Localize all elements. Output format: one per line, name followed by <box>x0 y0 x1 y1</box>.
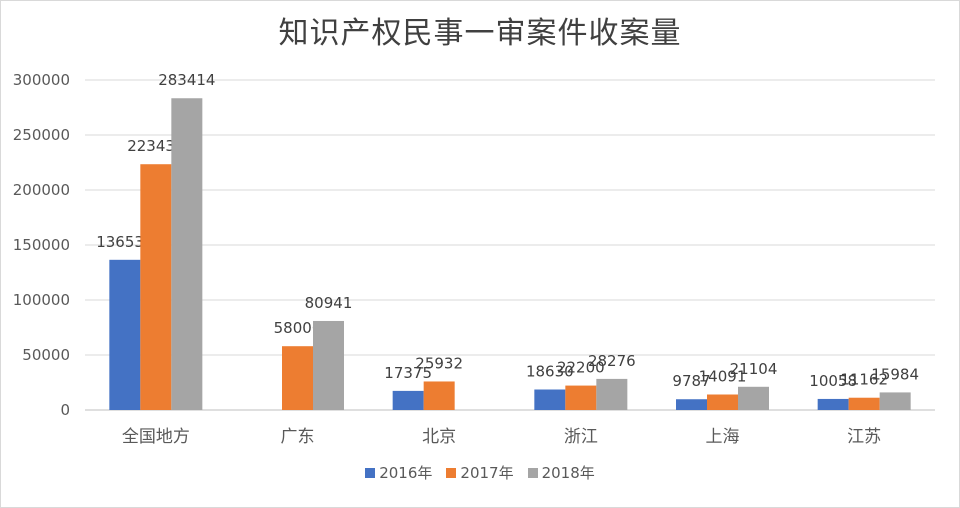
legend: 2016年 2017年 2018年 <box>0 462 960 483</box>
legend-swatch <box>446 467 457 478</box>
bar-2017年 <box>423 381 455 410</box>
bar-2017年 <box>140 164 172 410</box>
category-label: 浙江 <box>564 427 598 447</box>
legend-label: 2016年 <box>379 464 433 482</box>
bar-2017年 <box>565 385 597 410</box>
data-label: 11162 <box>840 371 888 389</box>
legend-label: 2017年 <box>460 464 514 482</box>
bar-2018年 <box>879 392 911 410</box>
data-label: 10058 <box>809 372 857 390</box>
data-label: 14091 <box>699 367 747 385</box>
data-label: 21104 <box>730 360 778 378</box>
data-label: 136534 <box>96 233 153 251</box>
y-tick-label: 300000 <box>13 71 70 89</box>
data-label: 18630 <box>526 363 574 381</box>
legend-swatch <box>527 467 538 478</box>
y-tick-label: 250000 <box>13 126 70 144</box>
legend-item: 2018年 <box>527 462 595 483</box>
bar-2018年 <box>171 98 203 410</box>
bar-2018年 <box>738 386 769 410</box>
category-label: 北京 <box>422 427 456 447</box>
y-tick-label: 200000 <box>13 181 70 199</box>
y-tick-label: 150000 <box>13 236 70 254</box>
data-label: 283414 <box>158 71 215 89</box>
bar-2017年 <box>707 394 738 410</box>
bar-2016年 <box>676 399 707 410</box>
category-label: 广东 <box>281 427 315 447</box>
y-tick-label: 100000 <box>13 291 70 309</box>
bar-2018年 <box>596 378 628 410</box>
data-label: 9787 <box>672 372 710 390</box>
category-label: 上海 <box>706 427 740 447</box>
legend-item: 2016年 <box>365 462 432 483</box>
legend-label: 2018年 <box>541 464 595 482</box>
bar-2017年 <box>848 397 880 410</box>
data-label: 58000 <box>274 319 322 337</box>
bar-2016年 <box>109 259 141 410</box>
legend-swatch <box>365 467 376 478</box>
bar-2017年 <box>282 346 313 410</box>
data-label: 223437 <box>127 137 184 155</box>
bar-2016年 <box>817 398 849 410</box>
data-label: 15984 <box>871 365 919 383</box>
data-label: 17375 <box>384 364 432 382</box>
category-label: 江苏 <box>847 427 881 447</box>
bar-2016年 <box>534 389 566 410</box>
y-tick-label: 50000 <box>22 346 70 364</box>
legend-item: 2017年 <box>446 462 514 483</box>
data-label: 80941 <box>305 294 353 312</box>
data-label: 22200 <box>557 359 605 377</box>
category-label: 全国地方 <box>122 427 190 447</box>
data-label: 25932 <box>415 354 463 372</box>
bar-2016年 <box>392 390 424 410</box>
bar-2018年 <box>313 320 344 410</box>
y-tick-label: 0 <box>60 401 70 419</box>
data-label: 28276 <box>588 352 636 370</box>
chart-title: 知识产权民事一审案件收案量 <box>278 16 682 51</box>
